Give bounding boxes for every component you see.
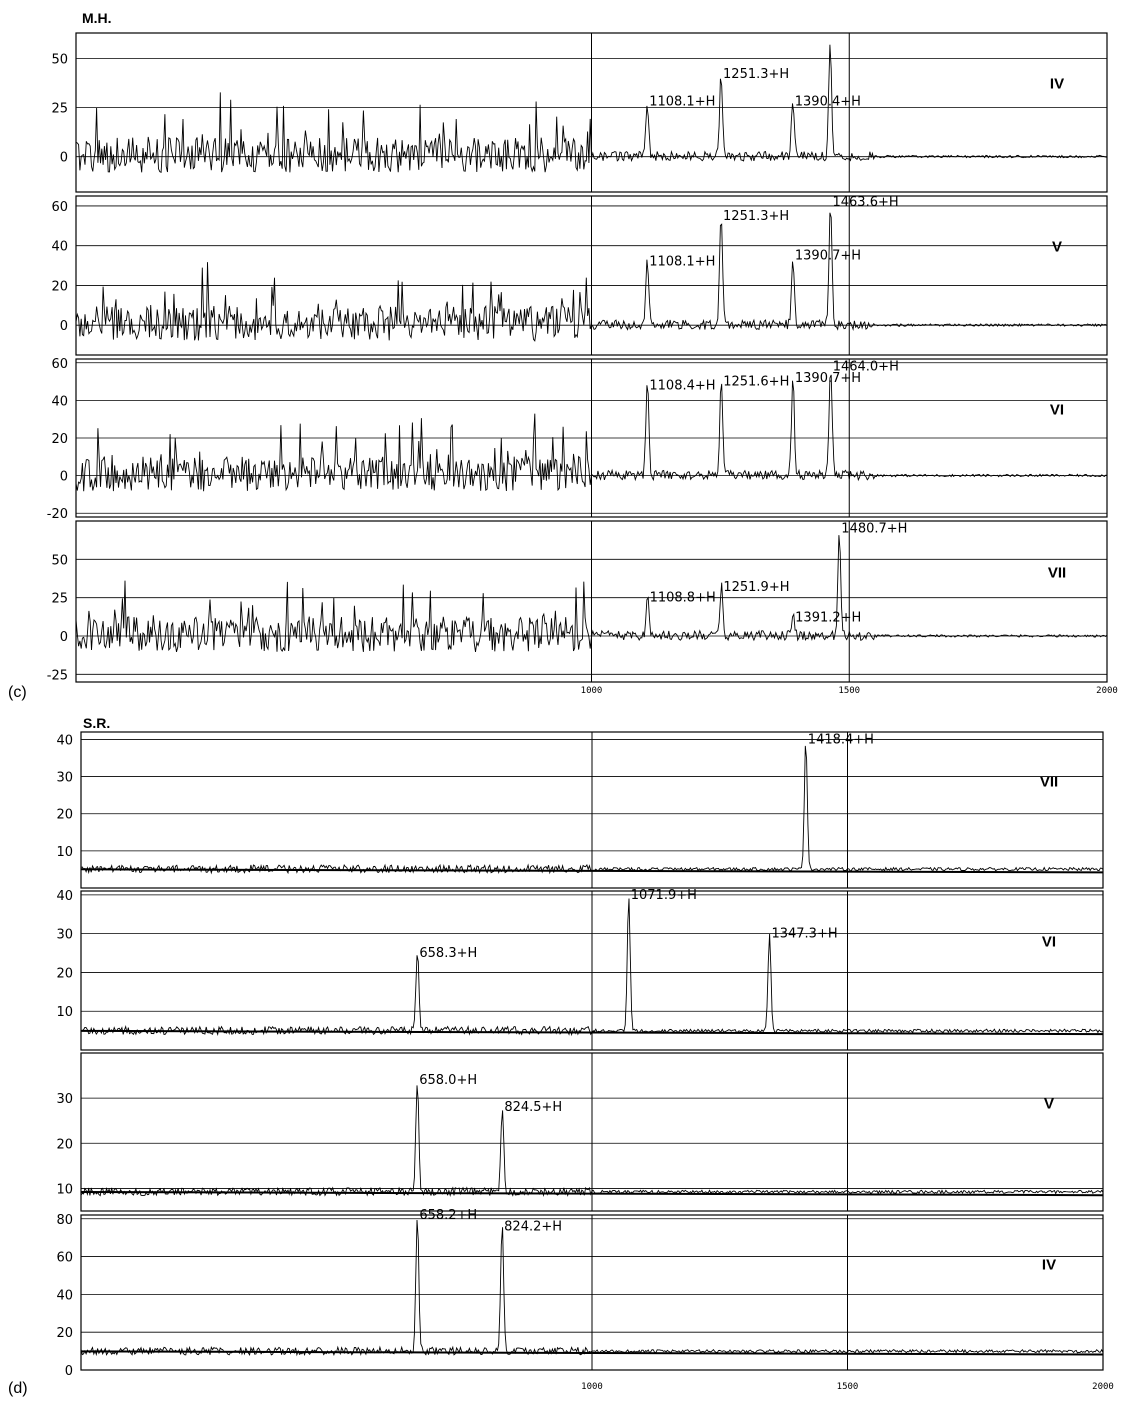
y-tick-label: 20 <box>56 966 73 981</box>
subplot-iv: 0 25 50 1108.1+H 1251.3+H 1390.4+H IV <box>51 32 1108 193</box>
y-tick-label: 0 <box>60 319 68 334</box>
peak-label: 1390.4+H <box>795 95 861 110</box>
peak-label: 1464.0+H <box>833 360 899 375</box>
subplot-vii: 10 20 30 40 1418.4+H VII <box>56 731 1104 889</box>
peak-label: 1251.6+H <box>723 375 789 390</box>
y-tick-label: 30 <box>56 1092 73 1107</box>
y-tick-label: 60 <box>56 1251 73 1266</box>
peak-label: 1418.4+H <box>808 732 874 747</box>
peak-label: 1347.3+H <box>771 927 837 942</box>
peak-label: 1251.3+H <box>723 67 789 82</box>
y-tick-label: 50 <box>51 53 68 68</box>
y-tick-label: 20 <box>51 432 68 447</box>
spectrum-trace <box>75 374 1107 492</box>
x-tick-label: 2000 <box>1096 686 1118 696</box>
y-tick-label: 60 <box>51 357 68 372</box>
peak-label: 1108.8+H <box>650 591 716 606</box>
peak-label: 1390.7+H <box>795 371 861 386</box>
x-tick-label: 1000 <box>581 1382 603 1392</box>
y-tick-label: 30 <box>56 771 73 786</box>
y-tick-label: 0 <box>60 630 68 645</box>
chart-title: S.R. <box>83 715 110 731</box>
subplot-tag: V <box>1052 239 1062 256</box>
y-tick-label: 25 <box>51 102 68 117</box>
x-tick-label: 2000 <box>1092 1382 1114 1392</box>
subplot-tag: V <box>1044 1095 1054 1112</box>
y-tick-label: 40 <box>51 394 68 409</box>
y-tick-label: 10 <box>56 845 73 860</box>
peak-label: 1071.9+H <box>631 888 697 903</box>
y-tick-label: 40 <box>56 733 73 748</box>
y-tick-label: 80 <box>56 1213 73 1228</box>
panel-label: (d) <box>8 1380 28 1397</box>
baseline-trace <box>80 1191 1104 1197</box>
baseline-trace <box>80 868 1104 874</box>
x-tick-label: 1500 <box>837 1382 859 1392</box>
y-tick-label: 10 <box>56 1182 73 1197</box>
y-tick-label: 0 <box>60 151 68 166</box>
y-tick-label: 40 <box>56 889 73 904</box>
baseline-trace <box>80 1029 1104 1036</box>
y-tick-label: 60 <box>51 200 68 215</box>
peak-label: 1391.2+H <box>795 611 861 626</box>
subplot-vi: 10 20 30 40 658.3+H 1071.9+H 1347.3+H VI <box>56 888 1104 1051</box>
spectrum-trace <box>75 535 1108 653</box>
y-tick-label: 40 <box>56 1288 73 1303</box>
y-tick-label: -20 <box>47 507 68 522</box>
x-tick-label: 1500 <box>838 686 860 696</box>
subplot-tag: VII <box>1040 774 1058 791</box>
subplot-tag: IV <box>1042 1256 1056 1273</box>
y-tick-label: 0 <box>65 1364 73 1379</box>
y-tick-label: 20 <box>56 808 73 823</box>
subplot-tag: VII <box>1048 564 1066 581</box>
spectrum-trace <box>75 212 1108 342</box>
spectrum-trace <box>80 1219 1104 1357</box>
peak-label: 658.2+H <box>419 1208 477 1223</box>
peak-label: 824.2+H <box>504 1219 562 1234</box>
x-tick-label: 1000 <box>581 686 603 696</box>
y-tick-label: 20 <box>56 1137 73 1152</box>
y-tick-label: 50 <box>51 553 68 568</box>
peak-label: 1108.1+H <box>649 95 715 110</box>
spectrum-trace <box>75 44 1108 173</box>
y-tick-label: 0 <box>60 470 68 485</box>
peak-label: 824.5+H <box>504 1100 562 1115</box>
peak-label: 1251.9+H <box>723 580 789 595</box>
y-tick-label: 20 <box>51 279 68 294</box>
subplot-tag: IV <box>1050 76 1064 93</box>
peak-label: 1463.6+H <box>832 195 898 210</box>
chart-title: M.H. <box>82 10 112 26</box>
baseline-trace <box>80 1350 1104 1356</box>
peak-label: 658.0+H <box>419 1073 477 1088</box>
subplot-v: 10 20 30 658.0+H 824.5+H V <box>56 1052 1104 1212</box>
peak-label: 658.3+H <box>419 946 477 961</box>
subplot-vi: -20 0 20 40 60 1108.4+H 1251.6+H 1390.7+H1464.0… <box>47 357 1108 522</box>
y-tick-label: 10 <box>56 1005 73 1020</box>
y-tick-label: 25 <box>51 592 68 607</box>
peak-label: 1480.7+H <box>841 522 907 537</box>
peak-label: 1108.1+H <box>649 255 715 270</box>
y-tick-label: 20 <box>56 1326 73 1341</box>
y-tick-label: 40 <box>51 240 68 255</box>
peak-label: 1108.4+H <box>649 378 715 393</box>
peak-label: 1251.3+H <box>723 209 789 224</box>
peak-label: 1390.7+H <box>795 249 861 264</box>
subplot-iv: 0 20 40 60 80 658.2+H 824.2+H IV <box>56 1208 1104 1379</box>
y-tick-label: 30 <box>56 928 73 943</box>
subplot-tag: VI <box>1050 401 1064 418</box>
panel-label: (c) <box>8 684 27 701</box>
subplot-tag: VI <box>1042 934 1056 951</box>
subplot-vii: -25 0 25 50 1108.8+H 1251.9+H 1391.2+H 1480.7+H… <box>47 520 1108 683</box>
y-tick-label: -25 <box>47 668 68 683</box>
subplot-v: 0 20 40 60 1108.1+H 1251.3+H 1390.7+H 1463.6+H V <box>51 195 1108 356</box>
